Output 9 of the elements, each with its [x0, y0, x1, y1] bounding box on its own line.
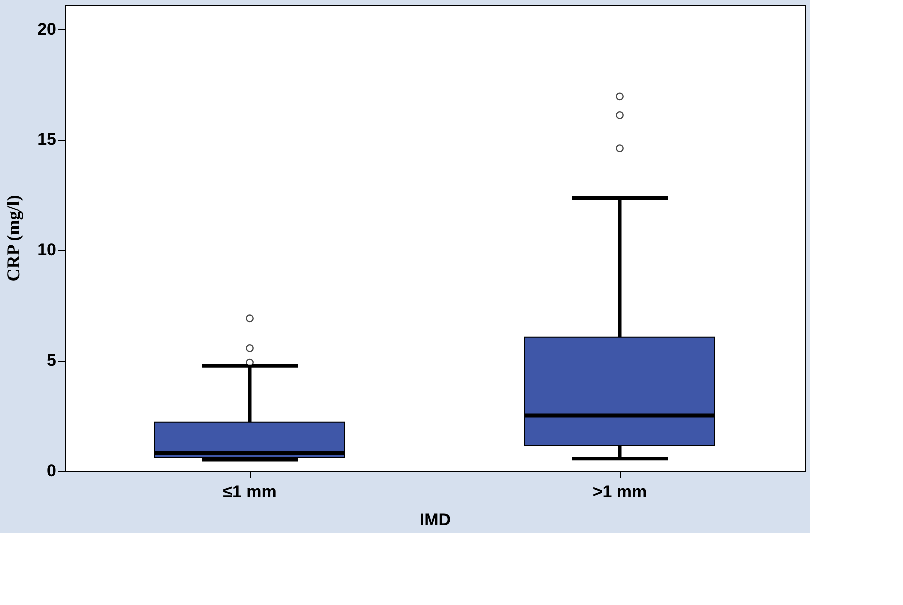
y-tick-label: 15	[38, 130, 56, 150]
y-tick-label: 10	[38, 240, 56, 260]
x-axis-title: IMD	[420, 510, 452, 530]
x-tick-label: >1 mm	[592, 482, 648, 502]
y-axis-title: CRP (mg/l)	[4, 195, 24, 282]
x-tick-label: ≤1 mm	[223, 482, 277, 502]
y-tick-label: 20	[38, 20, 56, 39]
y-tick-label: 5	[47, 351, 56, 370]
y-tick-label: 0	[47, 462, 56, 480]
